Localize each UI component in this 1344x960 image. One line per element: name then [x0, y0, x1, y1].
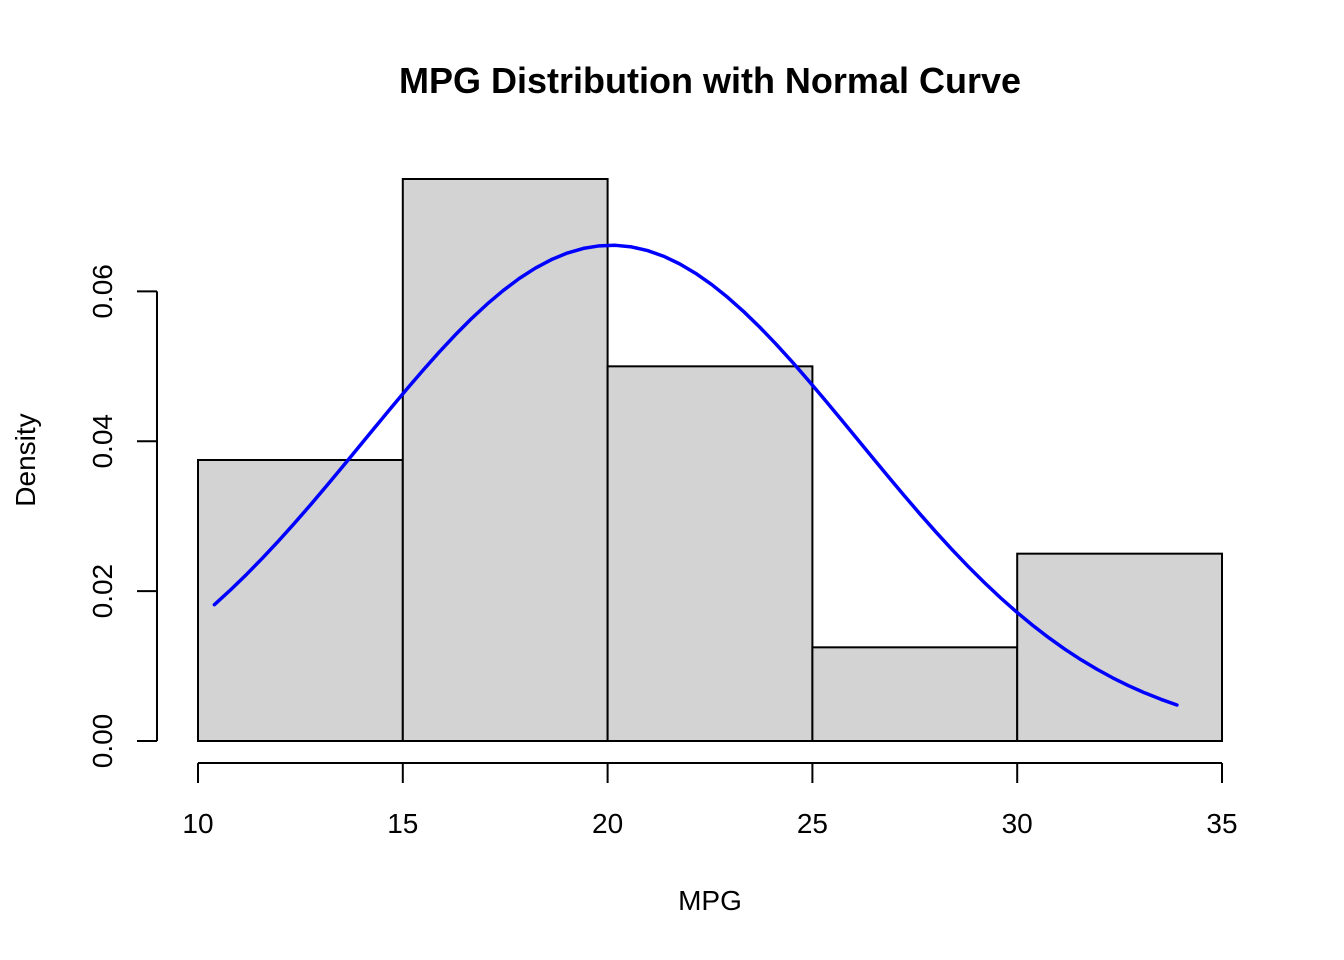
x-axis: 10 15 20 25 30 35 [182, 762, 1238, 839]
x-tick-label: 15 [387, 808, 418, 839]
normal-curve-line [212, 243, 1179, 707]
y-tick-label: 0.02 [87, 564, 118, 619]
x-tick-label: 20 [592, 808, 623, 839]
histogram-bar-1 [401, 178, 609, 742]
x-tick-label: 25 [797, 808, 828, 839]
x-tick-label: 35 [1206, 808, 1237, 839]
histogram-bar-3 [811, 646, 1019, 742]
histogram-bars [197, 178, 1224, 743]
y-axis: 0.00 0.02 0.04 0.06 [87, 264, 158, 769]
x-tick-label: 30 [1002, 808, 1033, 839]
histogram-bar-0 [197, 459, 404, 742]
y-tick-label: 0.04 [87, 414, 118, 469]
y-tick-label: 0.06 [87, 264, 118, 319]
x-tick-label: 10 [182, 808, 213, 839]
y-tick-label: 0.00 [87, 714, 118, 769]
histogram-bar-2 [606, 365, 814, 742]
x-axis-label: MPG [678, 885, 742, 916]
histogram-bar-4 [1016, 552, 1224, 743]
y-axis-label: Density [10, 413, 41, 506]
chart-title: MPG Distribution with Normal Curve [399, 60, 1021, 101]
